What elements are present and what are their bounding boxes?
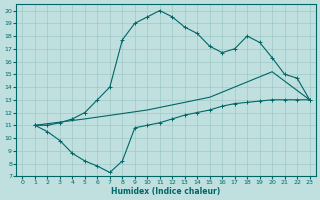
X-axis label: Humidex (Indice chaleur): Humidex (Indice chaleur) (111, 187, 221, 196)
